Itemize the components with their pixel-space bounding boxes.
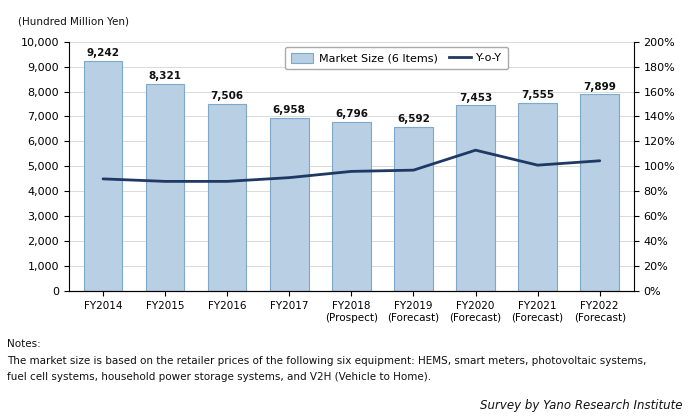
Bar bbox=[581, 94, 619, 291]
Bar bbox=[208, 104, 247, 291]
Text: fuel cell systems, household power storage systems, and V2H (Vehicle to Home).: fuel cell systems, household power stora… bbox=[7, 372, 431, 382]
Bar bbox=[394, 126, 433, 291]
Bar bbox=[456, 105, 495, 291]
Text: 6,796: 6,796 bbox=[335, 109, 368, 119]
Text: (Hundred Million Yen): (Hundred Million Yen) bbox=[18, 17, 129, 27]
Bar bbox=[146, 84, 185, 291]
Text: 7,555: 7,555 bbox=[521, 90, 554, 100]
Text: 7,453: 7,453 bbox=[459, 93, 492, 103]
Legend: Market Size (6 Items), Y-o-Y: Market Size (6 Items), Y-o-Y bbox=[285, 47, 508, 69]
Bar bbox=[518, 103, 557, 291]
Text: Notes:: Notes: bbox=[7, 339, 41, 349]
Text: 7,506: 7,506 bbox=[211, 92, 244, 102]
Bar bbox=[332, 121, 371, 291]
Text: 9,242: 9,242 bbox=[87, 48, 120, 58]
Text: 7,899: 7,899 bbox=[584, 82, 616, 92]
Text: 6,958: 6,958 bbox=[273, 105, 306, 115]
Bar bbox=[84, 60, 122, 291]
Bar bbox=[270, 118, 309, 291]
Text: Survey by Yano Research Institute: Survey by Yano Research Institute bbox=[480, 399, 682, 412]
Text: 8,321: 8,321 bbox=[149, 71, 182, 81]
Text: 6,592: 6,592 bbox=[397, 114, 430, 124]
Text: The market size is based on the retailer prices of the following six equipment: : The market size is based on the retailer… bbox=[7, 356, 646, 366]
